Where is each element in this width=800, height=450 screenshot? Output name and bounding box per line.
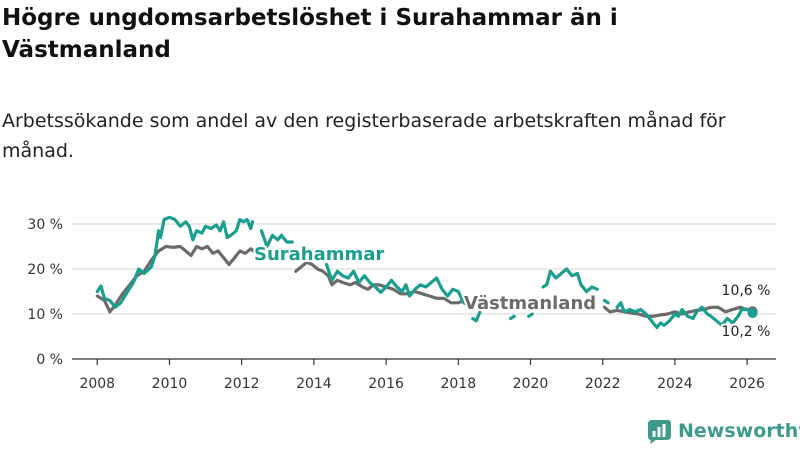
y-axis-ticks: 0 % 10 % 20 % 30 % <box>27 217 63 368</box>
series-line-surahammar <box>602 298 610 305</box>
series-line-vastmanland <box>95 244 262 314</box>
chart-title: Högre ungdomsarbetslöshet i Surahammar ä… <box>2 5 618 63</box>
end-point-surahammar <box>747 308 758 319</box>
end-value-upper: 10,6 % <box>722 283 771 299</box>
newsworthy-brand: Newsworthy <box>646 418 800 444</box>
grid-lines <box>72 223 776 315</box>
y-tick-label: 10 % <box>27 307 63 323</box>
series-line-surahammar <box>259 229 294 249</box>
y-tick-label: 0 % <box>36 352 63 368</box>
series-line-surahammar <box>509 314 516 321</box>
series-label-vastmanland: Västmanland <box>464 293 596 314</box>
x-tick-label: 2008 <box>79 376 115 392</box>
x-tick-label: 2018 <box>440 376 476 392</box>
series-line-surahammar <box>471 310 482 323</box>
x-tick-label: 2026 <box>729 376 765 392</box>
series-line-surahammar <box>615 301 755 330</box>
x-tick-label: 2022 <box>585 376 621 392</box>
x-tick-label: 2024 <box>657 376 693 392</box>
end-value-lower: 10,2 % <box>722 324 771 340</box>
x-axis: 2008 2010 2012 2014 2016 2018 2020 2022 2024 2026 <box>72 358 776 392</box>
series-labels: Surahammar Västmanland 10,6 % 10,2 % <box>252 242 772 342</box>
chart-subtitle: Arbetssökande som andel av den registerb… <box>2 110 726 162</box>
x-tick-label: 2016 <box>368 376 404 392</box>
x-tick-label: 2020 <box>513 376 549 392</box>
x-tick-label: 2012 <box>224 376 260 392</box>
y-tick-label: 20 % <box>27 262 63 278</box>
newsworthy-logo-icon <box>648 420 671 444</box>
series-line-vastmanland <box>294 260 466 305</box>
y-tick-label: 30 % <box>27 217 63 233</box>
x-tick-label: 2010 <box>152 376 188 392</box>
series-line-surahammar <box>541 267 599 294</box>
series-lines <box>95 215 758 330</box>
x-tick-label: 2014 <box>296 376 332 392</box>
series-line-surahammar <box>324 262 471 307</box>
brand-name: Newsworthy <box>678 420 800 442</box>
series-line-surahammar <box>527 312 534 318</box>
series-label-surahammar: Surahammar <box>254 244 384 265</box>
series-line-surahammar <box>95 215 255 309</box>
